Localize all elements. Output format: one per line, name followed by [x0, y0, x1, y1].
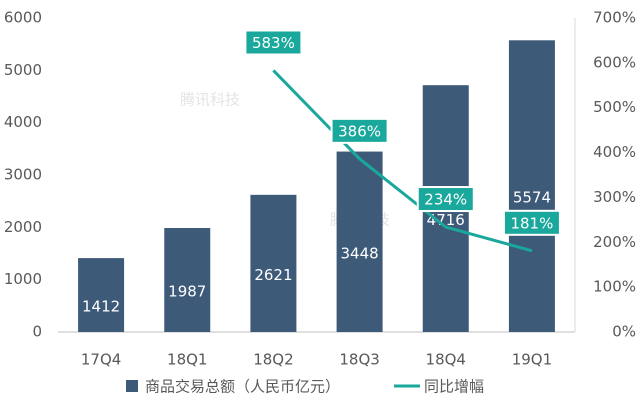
line-value-label: 386%	[338, 122, 381, 140]
y-tick-label: 4000	[4, 113, 42, 131]
x-tick-label: 17Q4	[81, 351, 121, 369]
y2-tick-label: 300%	[593, 188, 636, 206]
legend-swatch	[126, 380, 138, 392]
line-value-label: 234%	[424, 191, 467, 209]
y-tick-label: 0	[32, 323, 42, 341]
y-tick-label: 6000	[4, 9, 42, 27]
line-label-box	[502, 209, 561, 236]
bar-value-label: 5574	[513, 189, 551, 207]
bar-value-label: 3448	[340, 244, 378, 262]
bar	[508, 40, 555, 332]
y2-tick-label: 600%	[593, 53, 636, 71]
x-tick-label: 18Q1	[167, 351, 207, 369]
line	[272, 69, 533, 253]
bar	[336, 151, 383, 332]
y2-tick-label: 100%	[593, 278, 636, 296]
watermark: 腾讯科技	[180, 91, 240, 109]
x-tick-label: 19Q1	[512, 351, 552, 369]
y-tick-label: 3000	[4, 166, 42, 184]
y2-tick-label: 700%	[593, 9, 636, 27]
line-value-label: 583%	[252, 34, 295, 52]
legend-label: 商品交易总额（人民币亿元）	[145, 378, 340, 396]
bar-value-label: 1987	[168, 283, 206, 301]
line-label-box	[330, 117, 389, 144]
x-tick-label: 18Q4	[426, 351, 466, 369]
y2-tick-label: 400%	[593, 143, 636, 161]
bar-value-label: 2621	[254, 266, 292, 284]
y-tick-label: 5000	[4, 61, 42, 79]
x-tick-label: 18Q2	[253, 351, 293, 369]
bar	[250, 194, 297, 332]
line-label-box	[244, 29, 303, 56]
y2-tick-label: 200%	[593, 233, 636, 251]
bar-value-label: 1412	[82, 298, 120, 316]
line-label-box	[416, 186, 475, 213]
line-value-label: 181%	[510, 214, 553, 232]
y-tick-label: 2000	[4, 218, 42, 236]
y2-tick-label: 0%	[612, 323, 636, 341]
bar	[164, 228, 211, 332]
legend-label: 同比增幅	[424, 378, 484, 396]
bar-value-label: 4716	[427, 211, 465, 229]
bar	[78, 258, 125, 332]
y-tick-label: 1000	[4, 270, 42, 288]
x-tick-label: 18Q3	[339, 351, 379, 369]
y2-tick-label: 500%	[593, 98, 636, 116]
